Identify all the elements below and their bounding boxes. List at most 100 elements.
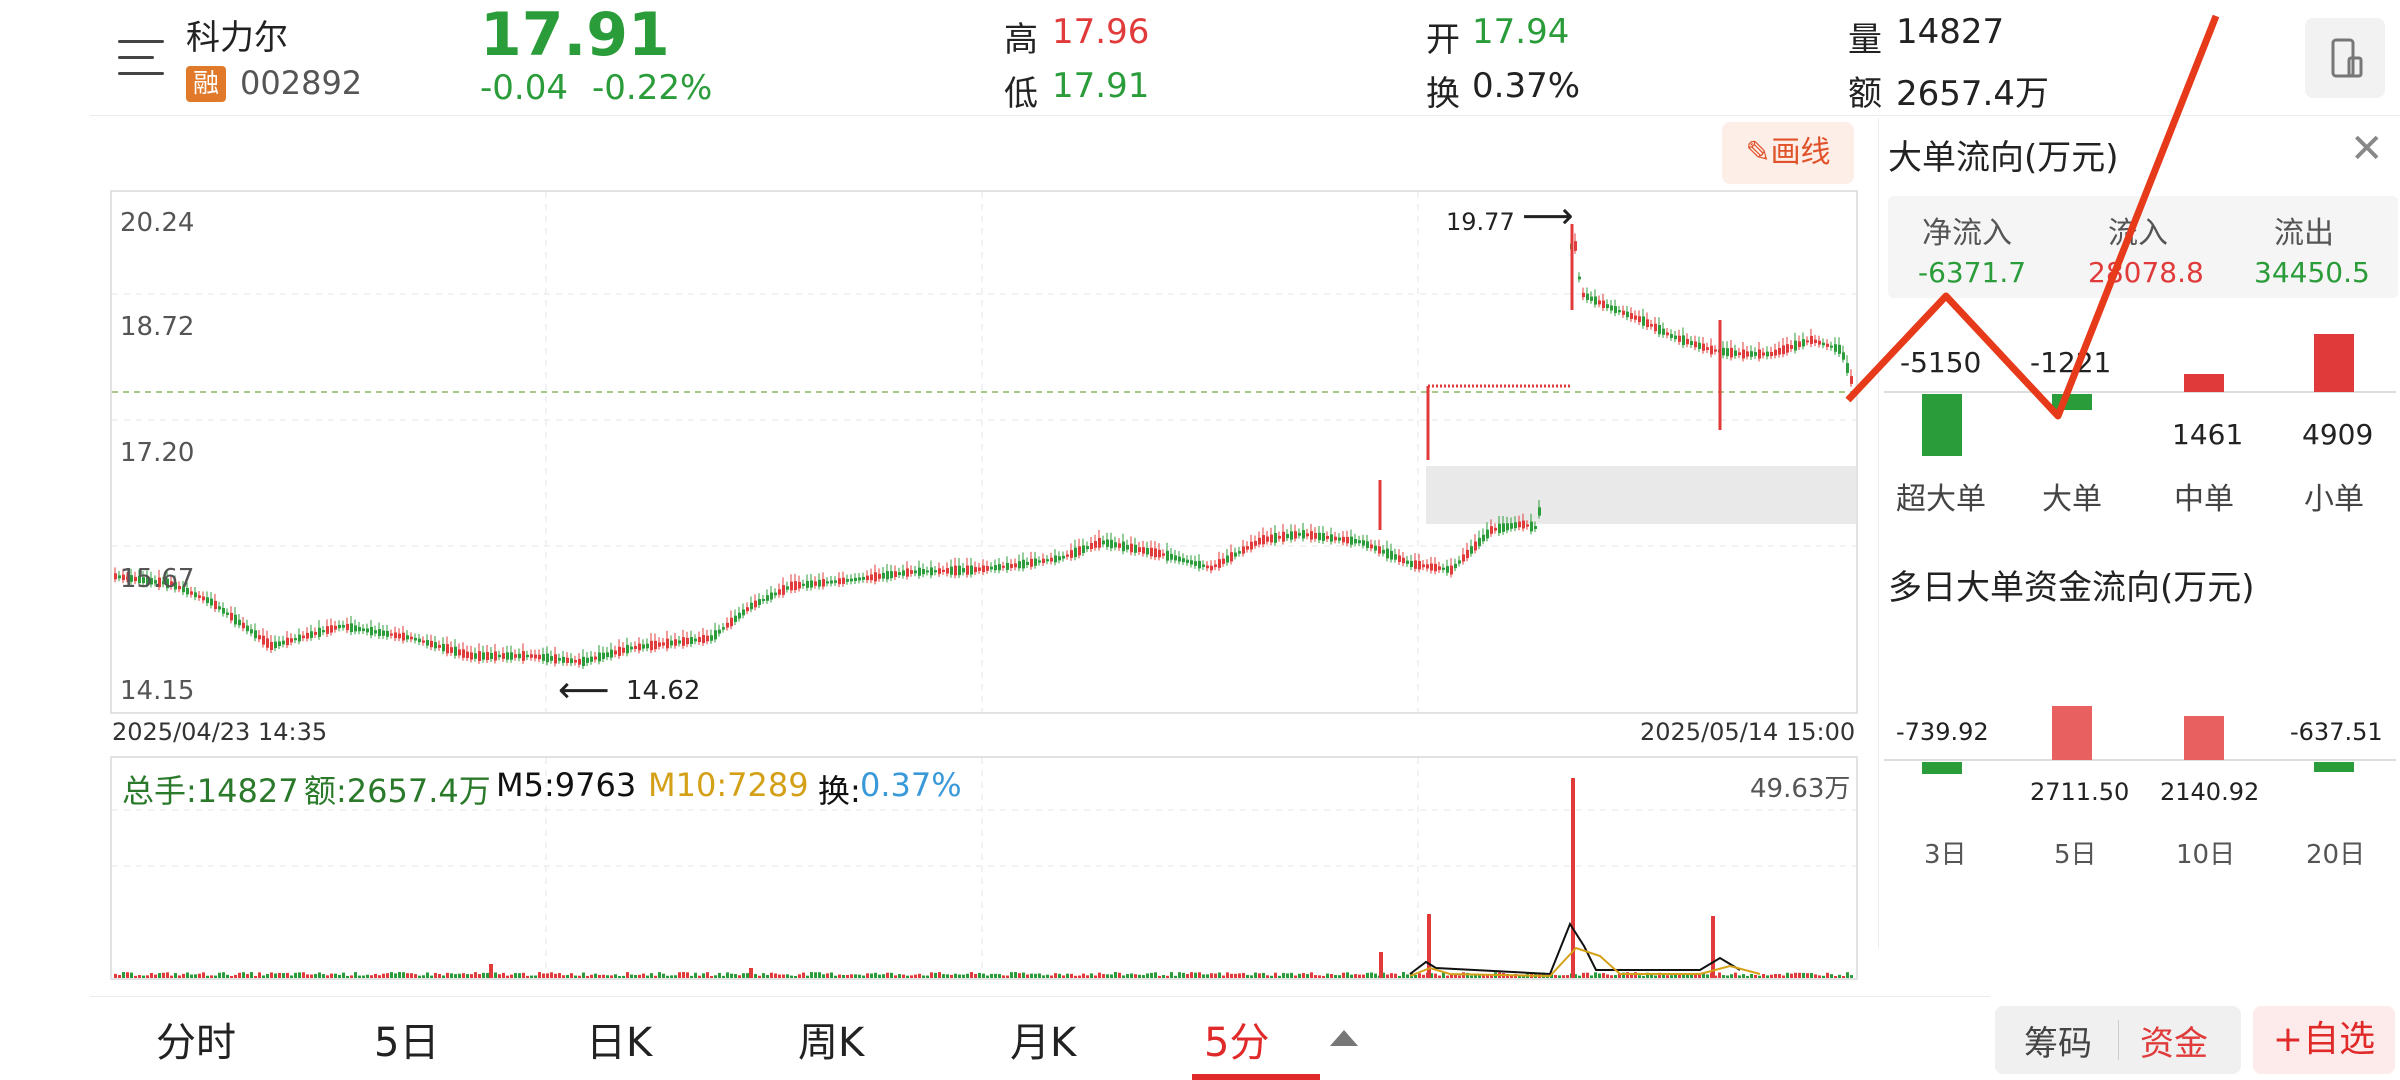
- volume-bar: [1622, 972, 1625, 978]
- funds-button[interactable]: 资金: [2140, 1024, 2208, 1064]
- tab-monthly-k[interactable]: 月K: [1010, 1020, 1077, 1066]
- volume-bar: [906, 975, 909, 978]
- m10-line: [1409, 946, 1761, 978]
- close-icon[interactable]: ✕: [2350, 126, 2384, 172]
- volume-bar: [1722, 975, 1725, 978]
- margin-badge: 融: [186, 66, 226, 102]
- flow-bar-label: 小单: [2304, 482, 2364, 517]
- volume-bar: [1038, 973, 1041, 978]
- volume-bar: [126, 972, 129, 978]
- tab-5min[interactable]: 5分: [1204, 1020, 1270, 1066]
- candle-body: [1066, 554, 1069, 557]
- volume-bar: [1614, 975, 1617, 978]
- candle-body: [1622, 310, 1625, 315]
- candle-body: [374, 630, 377, 634]
- candle-body: [1594, 296, 1597, 305]
- volume-bar: [1594, 972, 1597, 978]
- volume-bar: [1326, 973, 1329, 978]
- draw-line-button[interactable]: ✎画线: [1722, 122, 1854, 184]
- volume-bar: [526, 975, 529, 978]
- volume-bar: [1306, 974, 1309, 978]
- volume-bar: [1194, 972, 1197, 978]
- volume-bar: [426, 972, 429, 978]
- candle-body: [958, 565, 961, 576]
- candle-body: [930, 567, 933, 576]
- candle-body: [1390, 550, 1393, 560]
- volume-bar: [1366, 972, 1369, 978]
- candle-body: [942, 569, 945, 573]
- candle-body: [462, 649, 465, 658]
- volume-bar: [1810, 972, 1813, 978]
- candle-body: [714, 630, 717, 640]
- volume-bar: [1054, 973, 1057, 978]
- tab-5day[interactable]: 5日: [374, 1020, 440, 1066]
- candle-body: [274, 641, 277, 649]
- volume-bar: [1290, 972, 1293, 978]
- add-favorite-button[interactable]: +自选: [2253, 1006, 2395, 1074]
- candle-body: [674, 639, 677, 646]
- volume-bar: [994, 973, 997, 978]
- candle-body: [1802, 339, 1805, 347]
- candle-body: [614, 650, 617, 655]
- candle-body: [290, 638, 293, 643]
- candle-body: [1738, 352, 1741, 356]
- candle-body: [1514, 522, 1517, 529]
- candle-body: [394, 632, 397, 639]
- volume-bar: [810, 972, 813, 978]
- volume-bar: [498, 974, 501, 978]
- candle-body: [150, 577, 153, 585]
- pencil-icon: ✎: [1745, 135, 1771, 170]
- candle-body: [738, 612, 741, 619]
- candle-body: [1218, 559, 1221, 568]
- candle-body: [182, 586, 185, 593]
- triangle-up-icon[interactable]: [1330, 1030, 1358, 1046]
- tab-weekly-k[interactable]: 周K: [798, 1020, 865, 1066]
- kline-chart[interactable]: [110, 190, 1858, 720]
- multi-bar-value: -637.51: [2290, 718, 2383, 746]
- volume-chart[interactable]: [110, 756, 1858, 982]
- volume-bar: [330, 973, 333, 978]
- volume-bar: [934, 972, 937, 978]
- volume-bar: [1666, 975, 1669, 978]
- candle-body: [982, 565, 985, 573]
- candle-body: [242, 622, 245, 629]
- volume-bar: [390, 972, 393, 978]
- candle-body: [482, 652, 485, 660]
- volume-amount: 额:2657.4万: [304, 772, 491, 810]
- volume-bar: [1618, 973, 1621, 978]
- outflow-value: 34450.5: [2254, 256, 2370, 289]
- candle-body: [946, 568, 949, 574]
- volume-bar: [1762, 973, 1765, 978]
- volume-bar: [738, 975, 741, 978]
- volume-bar: [646, 975, 649, 978]
- volume-bar: [506, 975, 509, 978]
- volume-bar: [1226, 972, 1229, 978]
- tab-daily-k[interactable]: 日K: [586, 1020, 653, 1066]
- volume-bar: [826, 973, 829, 978]
- tab-intraday[interactable]: 分时: [156, 1020, 236, 1066]
- volume-bar: [1518, 974, 1521, 978]
- candle-body: [1578, 276, 1581, 280]
- volume-bar: [618, 975, 621, 978]
- volume-m5: M5:9763: [496, 766, 637, 804]
- landscape-toggle-button[interactable]: [2305, 18, 2385, 98]
- candle-body: [386, 630, 389, 637]
- volume-bar: [462, 973, 465, 978]
- candle-body: [602, 652, 605, 659]
- high-label: 高: [1004, 20, 1038, 60]
- candle-body: [1742, 349, 1745, 359]
- volume-bar: [1110, 974, 1113, 978]
- menu-icon[interactable]: [118, 38, 164, 78]
- candle-body: [742, 609, 745, 616]
- volume-bar: [1590, 975, 1593, 978]
- volume-bar: [250, 972, 253, 978]
- flow-bar-value: 1461: [2172, 418, 2244, 451]
- chips-button[interactable]: 筹码: [2024, 1024, 2092, 1064]
- volume-bar: [334, 973, 337, 978]
- volume-bar: [1342, 972, 1345, 978]
- candle-body: [1678, 335, 1681, 342]
- volume-bar: [1262, 972, 1265, 978]
- candle-body: [1794, 340, 1797, 351]
- candle-body: [370, 626, 373, 636]
- candle-body: [806, 580, 809, 588]
